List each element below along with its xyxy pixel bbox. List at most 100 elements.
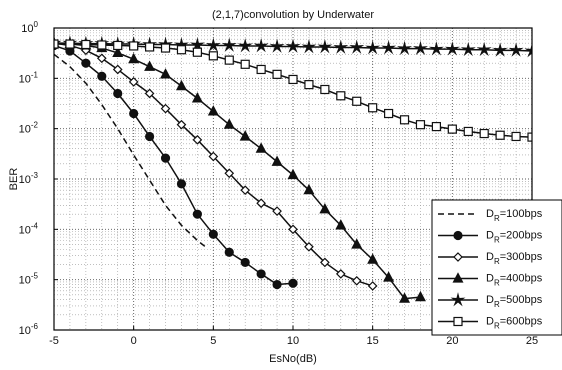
data-point [176,179,187,189]
data-point [368,103,378,113]
data-point [399,292,411,303]
data-point [160,43,171,53]
data-point [176,119,187,130]
data-point [269,38,285,53]
data-point [320,84,330,95]
data-point [113,40,123,51]
y-tick-label: 100 [21,20,38,35]
data-point [303,183,315,195]
data-point [160,153,171,163]
legend-entry: DR=400bps [438,272,543,288]
data-point [428,41,444,56]
data-point [207,105,219,116]
data-point [285,38,301,53]
y-axis-label: BER [8,168,20,191]
data-point [113,88,123,99]
legend-marker [453,252,463,262]
data-point [352,96,362,106]
data-point [192,134,203,145]
legend-label: DR=400bps [486,273,543,288]
data-point [160,103,171,114]
data-point [319,203,331,214]
y-tick-label: 10-5 [19,272,39,287]
legend-entry: DR=600bps [438,316,543,331]
data-point [412,40,428,55]
data-point [192,209,202,219]
legend-label: DR=200bps [486,230,543,245]
data-point [272,69,282,79]
data-point [460,41,476,57]
data-point [223,118,235,129]
y-tick-label: 10-1 [19,70,39,85]
data-point [81,58,91,68]
data-point [383,271,395,282]
data-point [447,124,457,134]
data-point [527,132,532,142]
series-1 [54,53,206,248]
data-point [160,68,172,79]
x-tick-label: 10 [287,335,299,347]
data-point [511,131,521,142]
data-point [144,88,155,99]
data-point [240,257,250,268]
data-point [288,74,298,85]
data-point [191,92,203,103]
series-2 [54,40,298,290]
legend-label: DR=300bps [486,251,543,266]
legend-marker [450,292,466,307]
x-tick-label: 15 [367,335,379,347]
x-tick-label: 5 [210,335,216,347]
data-point [415,120,426,130]
data-point [444,41,460,56]
y-tick-label: 10-6 [19,322,39,337]
data-point [240,59,250,69]
data-point [237,38,253,53]
data-point [256,269,266,279]
data-point [224,168,235,179]
data-point [524,43,532,58]
data-point [288,278,298,288]
data-point [81,39,91,50]
data-point [145,42,155,52]
data-point [335,269,346,279]
legend-entry: DR=500bps [438,292,543,309]
data-point [399,115,410,125]
y-tick-labels: 100 10-1 10-2 10-3 10-4 10-5 10-6 [19,20,58,337]
data-point [272,279,282,290]
data-point [112,46,124,58]
data-point [208,151,219,162]
data-point [508,42,524,57]
data-point [54,39,59,49]
legend-marker [453,316,463,327]
legend: DR=100bps DR=200bps DR=300bps DR=400bps DR=5… [431,199,562,336]
x-tick-label: 20 [446,335,458,347]
data-point [463,126,473,137]
grid [54,28,532,330]
legend-marker [453,230,463,241]
data-point [351,275,362,286]
data-point [349,39,365,54]
data-point [317,39,333,54]
data-point [256,64,266,75]
series-group [54,35,532,303]
data-point [208,51,218,61]
legend-label: DR=100bps [486,208,543,223]
data-point [304,241,314,252]
data-point [365,40,381,55]
data-point [255,142,267,153]
legend-box [431,199,562,336]
data-point [288,224,298,235]
x-tick-label: -5 [49,335,59,347]
data-point [224,55,234,65]
legend-entry: DR=100bps [438,208,543,223]
series-6 [54,39,532,142]
data-point [239,130,251,141]
data-point [272,206,282,216]
data-point [304,80,314,90]
data-point [224,247,234,257]
data-point [192,47,202,57]
data-point [145,131,155,142]
data-point [495,130,505,140]
series-line [54,53,206,248]
